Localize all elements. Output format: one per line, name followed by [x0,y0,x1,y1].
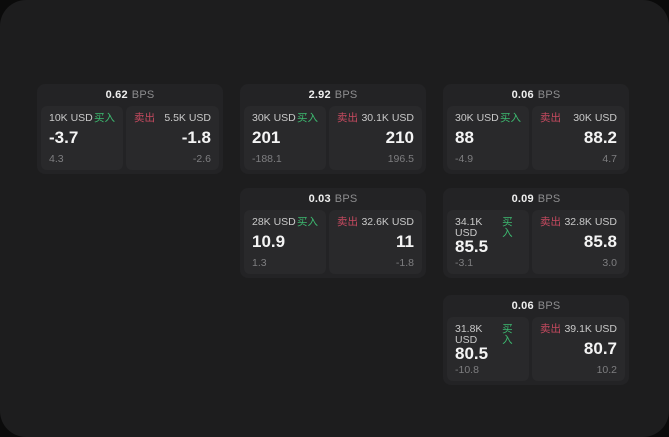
bps-unit-label: BPS [131,89,155,101]
sell-notional-size: 5.5K USD [164,112,211,124]
bps-card: 0.62 BPS 10K USD 买入 -3.7 4.3 卖出 5.5K USD… [37,84,223,174]
buy-tile[interactable]: 28K USD 买入 10.9 1.3 [244,210,326,274]
buy-notional-size: 10K USD [49,112,93,124]
bps-value: 2.92 [308,89,331,101]
bps-value: 0.03 [308,193,331,205]
bps-unit-label: BPS [537,300,561,312]
buy-notional-size: 31.8K USD [455,323,483,346]
sell-price-value: 85.8 [583,232,617,252]
sell-delta-value: 3.0 [602,256,617,269]
buy-delta-value: -4.9 [455,152,474,165]
sell-tile[interactable]: 卖出 30.1K USD 210 196.5 [329,106,422,170]
bps-header: 0.09 BPS [443,188,629,210]
buy-side-label: 买入 [500,112,521,124]
bps-value: 0.06 [511,300,534,312]
buy-price-value: 85.5 [455,237,489,257]
buy-notional-size: 30K USD [455,112,499,124]
buy-delta-value: -188.1 [252,152,282,165]
sell-price-value: -1.8 [181,128,211,148]
sell-tile[interactable]: 卖出 39.1K USD 80.7 10.2 [532,317,625,381]
buy-delta-value: 1.3 [252,256,267,269]
bps-value: 0.09 [511,193,534,205]
quote-tiles: 10K USD 买入 -3.7 4.3 卖出 5.5K USD -1.8 -2.… [37,106,223,174]
buy-side-label: 买入 [297,112,318,124]
buy-price-value: -3.7 [49,128,79,148]
bps-unit-label: BPS [334,193,358,205]
sell-notional-size: 32.6K USD [361,216,414,228]
buy-notional-size: 28K USD [252,216,296,228]
sell-notional-size: 30.1K USD [361,112,414,124]
sell-notional-size: 32.8K USD [564,216,617,228]
sell-delta-value: -1.8 [395,256,414,269]
buy-notional-size: 34.1K USD [455,216,483,239]
buy-tile[interactable]: 30K USD 买入 88 -4.9 [447,106,529,170]
buy-delta-value: -10.8 [455,363,479,376]
buy-side-label: 买入 [502,216,513,239]
sell-tile[interactable]: 卖出 30K USD 88.2 4.7 [532,106,625,170]
buy-price-value: 88 [455,128,474,148]
sell-side-label: 卖出 [540,112,561,124]
sell-delta-value: -2.6 [192,152,211,165]
sell-side-label: 卖出 [337,216,358,228]
bps-card: 0.09 BPS 34.1K USD 买入 85.5 -3.1 卖出 32.8K… [443,188,629,278]
buy-notional-size: 30K USD [252,112,296,124]
sell-tile[interactable]: 卖出 5.5K USD -1.8 -2.6 [126,106,219,170]
buy-tile[interactable]: 10K USD 买入 -3.7 4.3 [41,106,123,170]
sell-delta-value: 10.2 [596,363,617,376]
buy-tile[interactable]: 30K USD 买入 201 -188.1 [244,106,326,170]
bps-header: 0.03 BPS [240,188,426,210]
sell-side-label: 卖出 [337,112,358,124]
buy-price-value: 201 [252,128,281,148]
bps-unit-label: BPS [334,89,358,101]
bps-unit-label: BPS [537,89,561,101]
buy-delta-value: 4.3 [49,152,64,165]
sell-price-value: 210 [385,128,414,148]
bps-value: 0.06 [511,89,534,101]
sell-notional-size: 30K USD [573,112,617,124]
bps-card: 0.03 BPS 28K USD 买入 10.9 1.3 卖出 32.6K US… [240,188,426,278]
sell-delta-value: 196.5 [387,152,414,165]
buy-side-label: 买入 [94,112,115,124]
bps-header: 0.06 BPS [443,295,629,317]
sell-side-label: 卖出 [540,216,561,228]
sell-price-value: 88.2 [583,128,617,148]
quote-tiles: 30K USD 买入 88 -4.9 卖出 30K USD 88.2 4.7 [443,106,629,174]
quote-tiles: 34.1K USD 买入 85.5 -3.1 卖出 32.8K USD 85.8… [443,210,629,278]
quote-tiles: 31.8K USD 买入 80.5 -10.8 卖出 39.1K USD 80.… [443,317,629,385]
sell-notional-size: 39.1K USD [564,323,617,335]
buy-side-label: 买入 [297,216,318,228]
quote-tiles: 30K USD 买入 201 -188.1 卖出 30.1K USD 210 1… [240,106,426,174]
bps-header: 0.62 BPS [37,84,223,106]
bps-card: 0.06 BPS 31.8K USD 买入 80.5 -10.8 卖出 39.1… [443,295,629,385]
buy-tile[interactable]: 31.8K USD 买入 80.5 -10.8 [447,317,529,381]
bps-unit-label: BPS [537,193,561,205]
bps-card: 2.92 BPS 30K USD 买入 201 -188.1 卖出 30.1K … [240,84,426,174]
buy-side-label: 买入 [502,323,513,346]
sell-price-value: 11 [396,232,414,252]
bps-header: 0.06 BPS [443,84,629,106]
sell-price-value: 80.7 [583,339,617,359]
sell-tile[interactable]: 卖出 32.8K USD 85.8 3.0 [532,210,625,274]
bps-header: 2.92 BPS [240,84,426,106]
sell-delta-value: 4.7 [602,152,617,165]
buy-delta-value: -3.1 [455,256,474,269]
sell-side-label: 卖出 [540,323,561,335]
buy-price-value: 80.5 [455,344,489,364]
sell-side-label: 卖出 [134,112,155,124]
sell-tile[interactable]: 卖出 32.6K USD 11 -1.8 [329,210,422,274]
bps-card: 0.06 BPS 30K USD 买入 88 -4.9 卖出 30K USD 8… [443,84,629,174]
quote-tiles: 28K USD 买入 10.9 1.3 卖出 32.6K USD 11 -1.8 [240,210,426,278]
buy-price-value: 10.9 [252,232,286,252]
buy-tile[interactable]: 34.1K USD 买入 85.5 -3.1 [447,210,529,274]
bps-value: 0.62 [105,89,128,101]
